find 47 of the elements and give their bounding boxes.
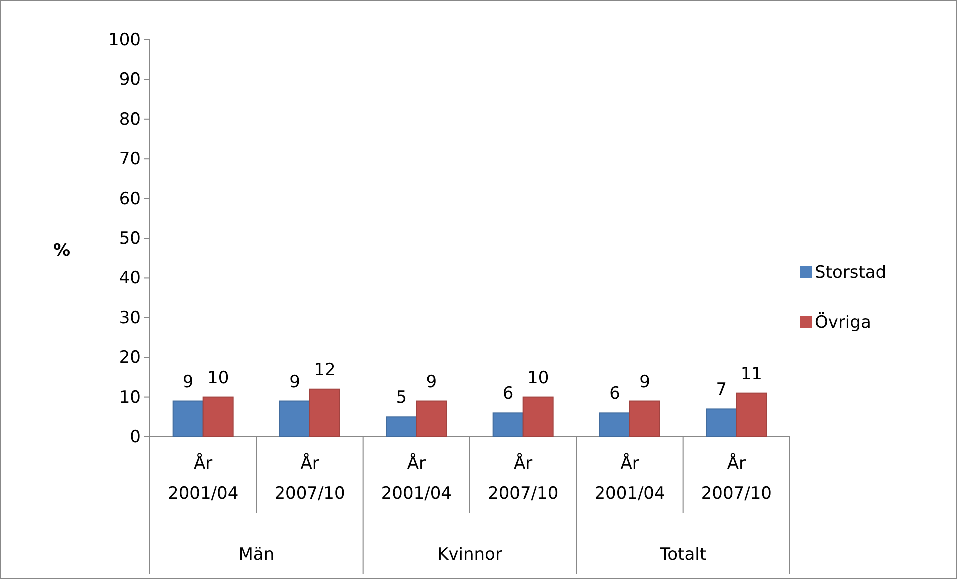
bar bbox=[736, 392, 768, 438]
bar bbox=[280, 400, 310, 438]
data-label: 9 bbox=[290, 372, 300, 392]
bar bbox=[202, 396, 234, 438]
legend-label: Storstad bbox=[815, 263, 887, 283]
x-tick-label: År 2007/10 bbox=[701, 453, 772, 504]
x-tick-label: År 2007/10 bbox=[488, 453, 559, 504]
bar bbox=[172, 400, 204, 438]
data-label: 12 bbox=[314, 360, 336, 380]
x-tick-label: År 2007/10 bbox=[274, 453, 346, 504]
text: Totalt bbox=[659, 545, 707, 565]
data-label: 11 bbox=[740, 364, 762, 384]
y-tick-label: 20 bbox=[119, 348, 141, 368]
bar bbox=[600, 412, 630, 438]
bar bbox=[492, 412, 524, 438]
y-tick-label: 100 bbox=[108, 30, 141, 50]
data-label: 9 bbox=[182, 372, 194, 392]
bar bbox=[386, 416, 418, 438]
data-label: 9 bbox=[640, 372, 650, 392]
y-tick-label: 90 bbox=[119, 70, 141, 90]
data-label: 6 bbox=[502, 384, 514, 404]
text: Män bbox=[238, 545, 275, 565]
y-tick-label: 70 bbox=[119, 150, 141, 170]
y-tick-label: 0 bbox=[130, 427, 141, 448]
data-label: 10 bbox=[208, 368, 230, 388]
bar bbox=[522, 396, 554, 438]
x-tick-label: År 2001/04 bbox=[594, 453, 666, 504]
bar bbox=[630, 400, 660, 438]
bar bbox=[310, 388, 340, 438]
y-tick-label: 50 bbox=[119, 228, 141, 249]
data-label: 5 bbox=[396, 388, 408, 408]
bar bbox=[706, 408, 738, 438]
data-label: 7 bbox=[716, 380, 728, 400]
x-tick-label: År 2001/04 bbox=[168, 453, 239, 504]
data-label: 9 bbox=[426, 372, 438, 392]
text: Kvinnor bbox=[438, 545, 502, 565]
x-tick-label: År 2001/04 bbox=[381, 453, 452, 504]
y-axis-title: % bbox=[53, 241, 71, 261]
data-label: 10 bbox=[528, 368, 550, 388]
bar bbox=[416, 400, 448, 438]
y-tick-label: 80 bbox=[119, 110, 141, 130]
y-tick-label: 30 bbox=[119, 308, 141, 328]
legend-label: Övriga bbox=[815, 312, 872, 333]
y-tick-label: 40 bbox=[119, 268, 141, 289]
y-tick-label: 60 bbox=[119, 189, 141, 210]
y-tick-label: 10 bbox=[119, 388, 141, 408]
data-label: 6 bbox=[610, 384, 620, 404]
